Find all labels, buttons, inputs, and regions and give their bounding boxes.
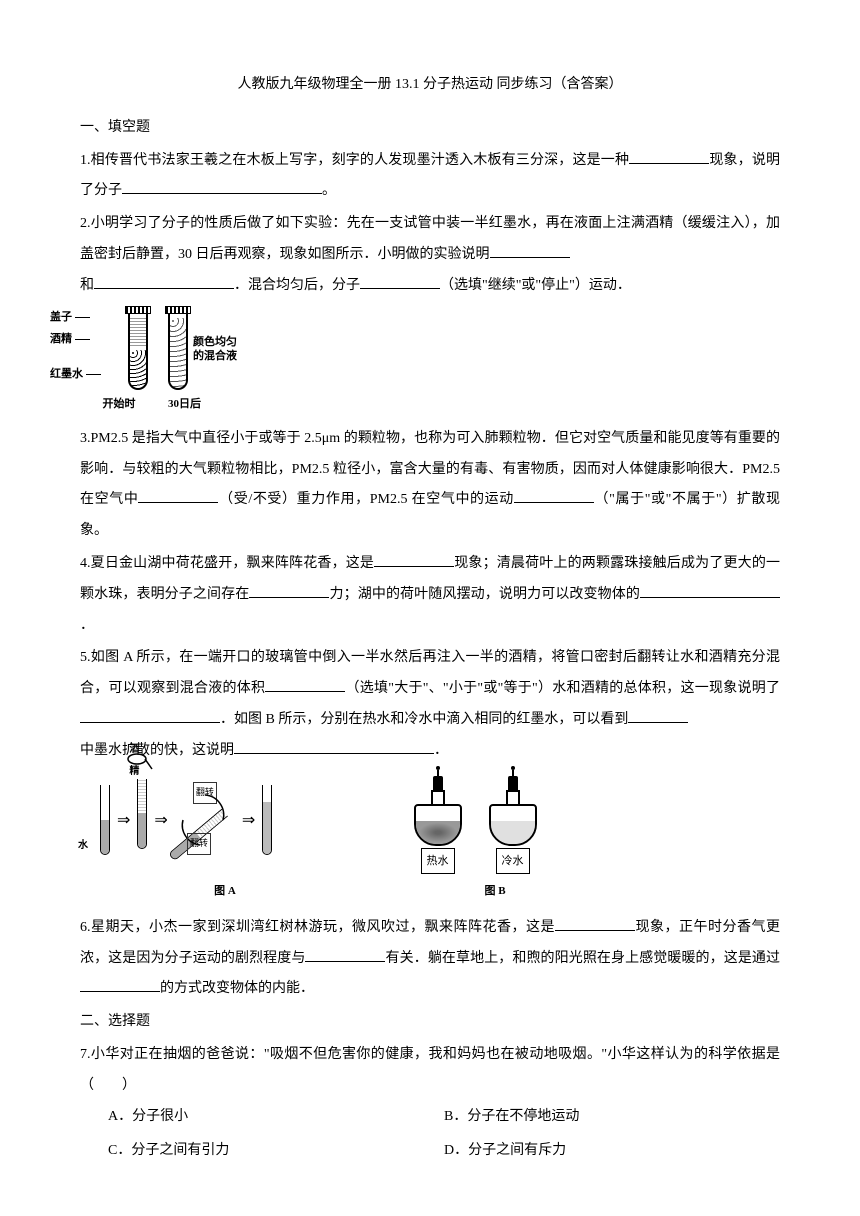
blank [80, 709, 220, 723]
question-4: 4.夏日金山湖中荷花盛开，飘来阵阵花香，这是现象；清晨荷叶上的两颗露珠接触后成为… [80, 549, 780, 641]
arrow-icon: ⇒ [117, 803, 130, 838]
blank [94, 275, 234, 289]
question-5: 5.如图 A 所示，在一端开口的玻璃管中倒入一半水然后再注入一半的酒精，将管口密… [80, 643, 780, 766]
tube-caption-after: 30日后 [168, 392, 237, 416]
question-3: 3.PM2.5 是指大气中直径小于或等于 2.5μm 的颗粒物，也称为可入肺颗粒… [80, 424, 780, 547]
figure-q2: 盖子 酒精 红墨水 开始时 颜色均匀 的混合液 [80, 310, 780, 416]
figure-5a-icon: 水 ⇒ 酒精 ⇒ 翻转 翻转 ⇒ [100, 777, 350, 877]
blank [80, 978, 160, 992]
q4-text-4: ． [80, 618, 94, 633]
blank [514, 489, 594, 503]
option-b: B．分子在不停地运动 [444, 1102, 780, 1133]
blank [265, 678, 345, 692]
figure-5a-label: 图 A [100, 879, 350, 903]
dropper-icon [433, 776, 443, 790]
flask-cold-label: 冷水 [496, 848, 530, 874]
option-d: D．分子之间有斥力 [444, 1136, 780, 1167]
q5-text-2: （选填"大于"、"小于"或"等于"）水和酒精的总体积，这一现象说明了 [345, 681, 780, 696]
label-alcohol: 酒精 [129, 739, 147, 783]
blank [360, 275, 440, 289]
q6-text-1: 6.星期天，小杰一家到深圳湾红树林游玩，微风吹过，飘来阵阵花香，这是 [80, 920, 555, 935]
document-title: 人教版九年级物理全一册 13.1 分子热运动 同步练习（含答案） [80, 70, 780, 101]
q2-text-3: ．混合均匀后，分子 [234, 278, 360, 293]
q5-text-5: ． [434, 743, 448, 758]
flask-hot-label: 热水 [421, 848, 455, 874]
q4-text-1: 4.夏日金山湖中荷花盛开，飘来阵阵花香，这是 [80, 556, 374, 571]
tube-label-ink: 红墨水 [50, 362, 83, 386]
option-c: C．分子之间有引力 [108, 1136, 444, 1167]
option-a: A．分子很小 [108, 1102, 444, 1133]
q5-text-3: ．如图 B 所示，分别在热水和冷水中滴入相同的红墨水，可以看到 [220, 712, 628, 727]
blank [305, 948, 385, 962]
q2-text-4: （选填"继续"或"停止"）运动． [440, 278, 631, 293]
q2-text-1: 2.小明学习了分子的性质后做了如下实验：先在一支试管中装一半红墨水，再在液面上注… [80, 216, 780, 262]
blank [249, 584, 329, 598]
q1-text-3: 。 [322, 183, 336, 198]
q1-text-1: 1.相传晋代书法家王羲之在木板上写字，刻字的人发现墨汁透入木板有三分深，这是一种 [80, 153, 629, 168]
question-7-options: A．分子很小 B．分子在不停地运动 C．分子之间有引力 D．分子之间有斥力 [80, 1102, 780, 1168]
q6-text-3: 有关．躺在草地上，和煦的阳光照在身上感觉暖暖的，这是通过 [385, 951, 780, 966]
figure-q5: 水 ⇒ 酒精 ⇒ 翻转 翻转 ⇒ 图 A [80, 777, 780, 903]
section-1-header: 一、填空题 [80, 113, 780, 144]
tube-caption-start: 开始时 [90, 392, 148, 416]
tube-label-alcohol: 酒精 [50, 327, 72, 351]
question-7: 7.小华对正在抽烟的爸爸说："吸烟不但危害你的健康，我和妈妈也在被动地吸烟。"小… [80, 1040, 780, 1102]
tube-after-icon [168, 310, 188, 390]
blank [138, 489, 218, 503]
tube-side-label-2: 的混合液 [193, 350, 237, 363]
question-6: 6.星期天，小杰一家到深圳湾红树林游玩，微风吹过，飘来阵阵花香，这是现象，正午时… [80, 913, 780, 1005]
q7-stem: 7.小华对正在抽烟的爸爸说："吸烟不但危害你的健康，我和妈妈也在被动地吸烟。"小… [80, 1047, 780, 1093]
blank [629, 150, 709, 164]
label-water: 水 [78, 835, 88, 857]
q3-text-2: （受/不受）重力作用，PM2.5 在空气中的运动 [218, 492, 513, 507]
blank [374, 553, 454, 567]
figure-5b-icon: 热水 冷水 [410, 777, 580, 877]
arrow-icon: ⇒ [242, 803, 255, 838]
label-flip: 翻转 [187, 833, 211, 855]
blank [234, 740, 434, 754]
blank [628, 709, 688, 723]
section-2-header: 二、选择题 [80, 1007, 780, 1038]
question-1: 1.相传晋代书法家王羲之在木板上写字，刻字的人发现墨汁透入木板有三分深，这是一种… [80, 146, 780, 208]
q6-text-4: 的方式改变物体的内能． [160, 981, 314, 996]
tube-start-icon [128, 310, 148, 390]
tube-side-label-1: 颜色均匀 [193, 336, 237, 349]
blank [640, 584, 780, 598]
arrow-icon: ⇒ [154, 803, 167, 838]
blank [490, 244, 570, 258]
blank [122, 180, 322, 194]
blank [555, 917, 635, 931]
q2-text-2: 和 [80, 278, 94, 293]
q4-text-3: 力；湖中的荷叶随风摆动，说明力可以改变物体的 [329, 587, 640, 602]
tube-label-cap: 盖子 [50, 305, 72, 329]
question-2: 2.小明学习了分子的性质后做了如下实验：先在一支试管中装一半红墨水，再在液面上注… [80, 209, 780, 301]
dropper-icon [508, 776, 518, 790]
figure-5b-label: 图 B [410, 879, 580, 903]
